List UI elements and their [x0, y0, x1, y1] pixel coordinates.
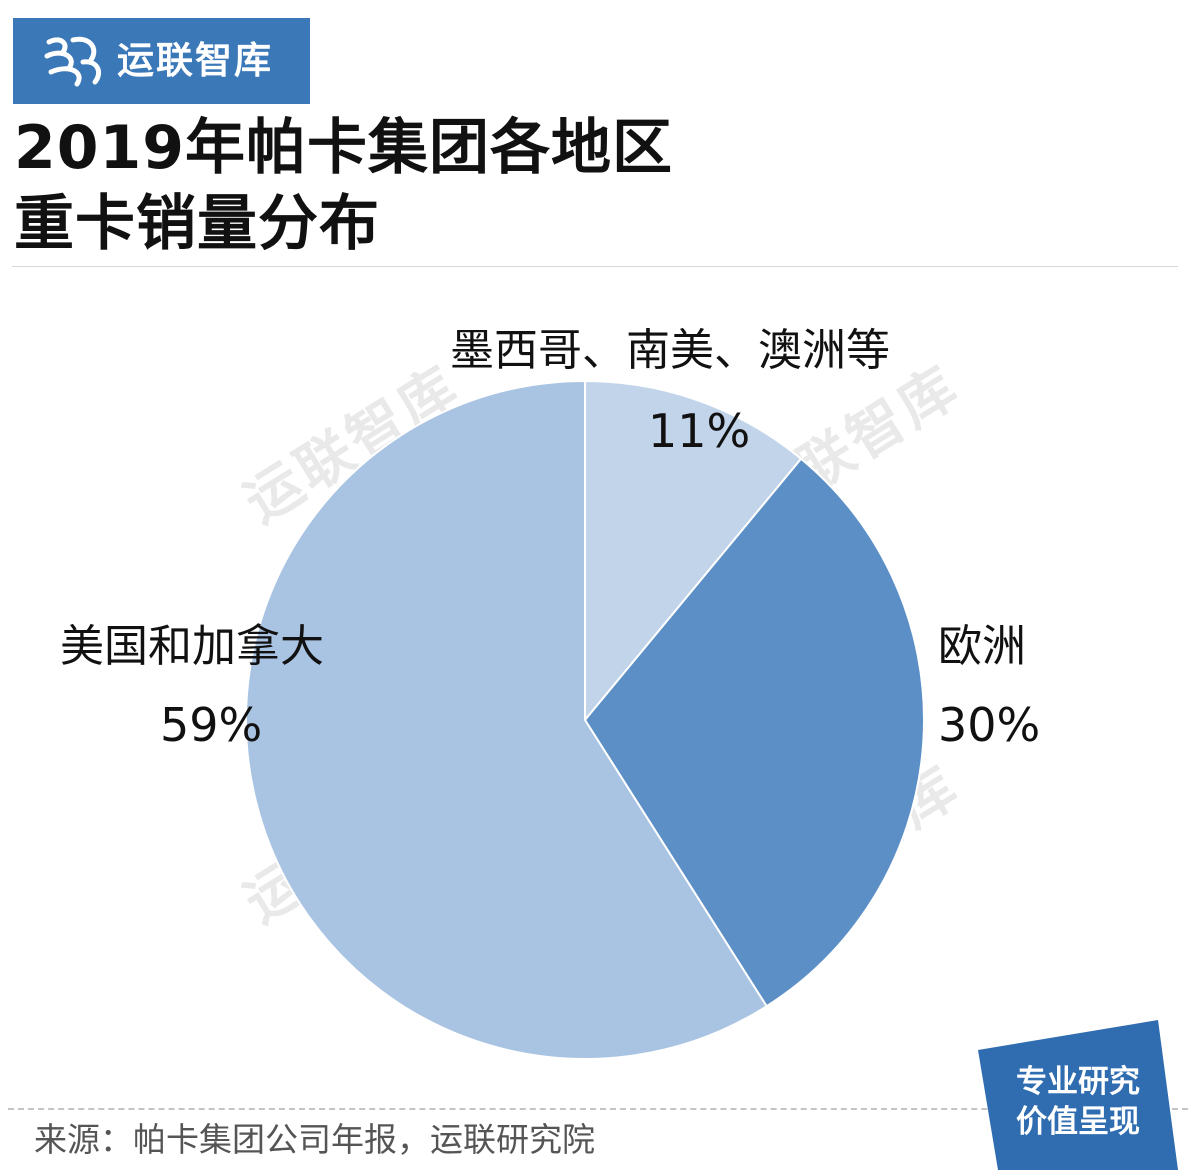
- pie-slice-us-canada: [245, 379, 769, 1060]
- slice-label-us-canada: 美国和加拿大: [60, 621, 324, 672]
- pie-slice-europe: [583, 457, 925, 1008]
- title-line-1: 2019年帕卡集团各地区: [14, 113, 673, 183]
- slice-value-mexico-south-america-australia: 11%: [648, 404, 751, 458]
- slice-value-europe: 30%: [938, 698, 1041, 752]
- title-line-2: 重卡销量分布: [14, 189, 380, 259]
- badge-background: [978, 1020, 1178, 1170]
- brand-banner: 运联智库: [13, 18, 310, 104]
- title-divider: [12, 266, 1178, 267]
- wave-logo-icon: [44, 36, 101, 87]
- badge: 专业研究 价值呈现: [978, 1062, 1178, 1142]
- slice-value-us-canada: 59%: [160, 698, 263, 752]
- badge-line-2: 价值呈现: [1016, 1104, 1140, 1140]
- source-note: 来源：帕卡集团公司年报，运联研究院: [34, 1120, 595, 1159]
- slice-label-mexico-south-america-australia: 墨西哥、南美、澳洲等: [450, 325, 890, 376]
- pie-slice-mexico-south-america-australia: [584, 379, 803, 723]
- brand-name: 运联智库: [117, 39, 273, 82]
- badge-line-1: 专业研究: [1016, 1064, 1140, 1100]
- slice-label-europe: 欧洲: [938, 621, 1026, 672]
- source-divider: [8, 1108, 1188, 1110]
- page-title: 2019年帕卡集团各地区 重卡销量分布: [14, 110, 673, 262]
